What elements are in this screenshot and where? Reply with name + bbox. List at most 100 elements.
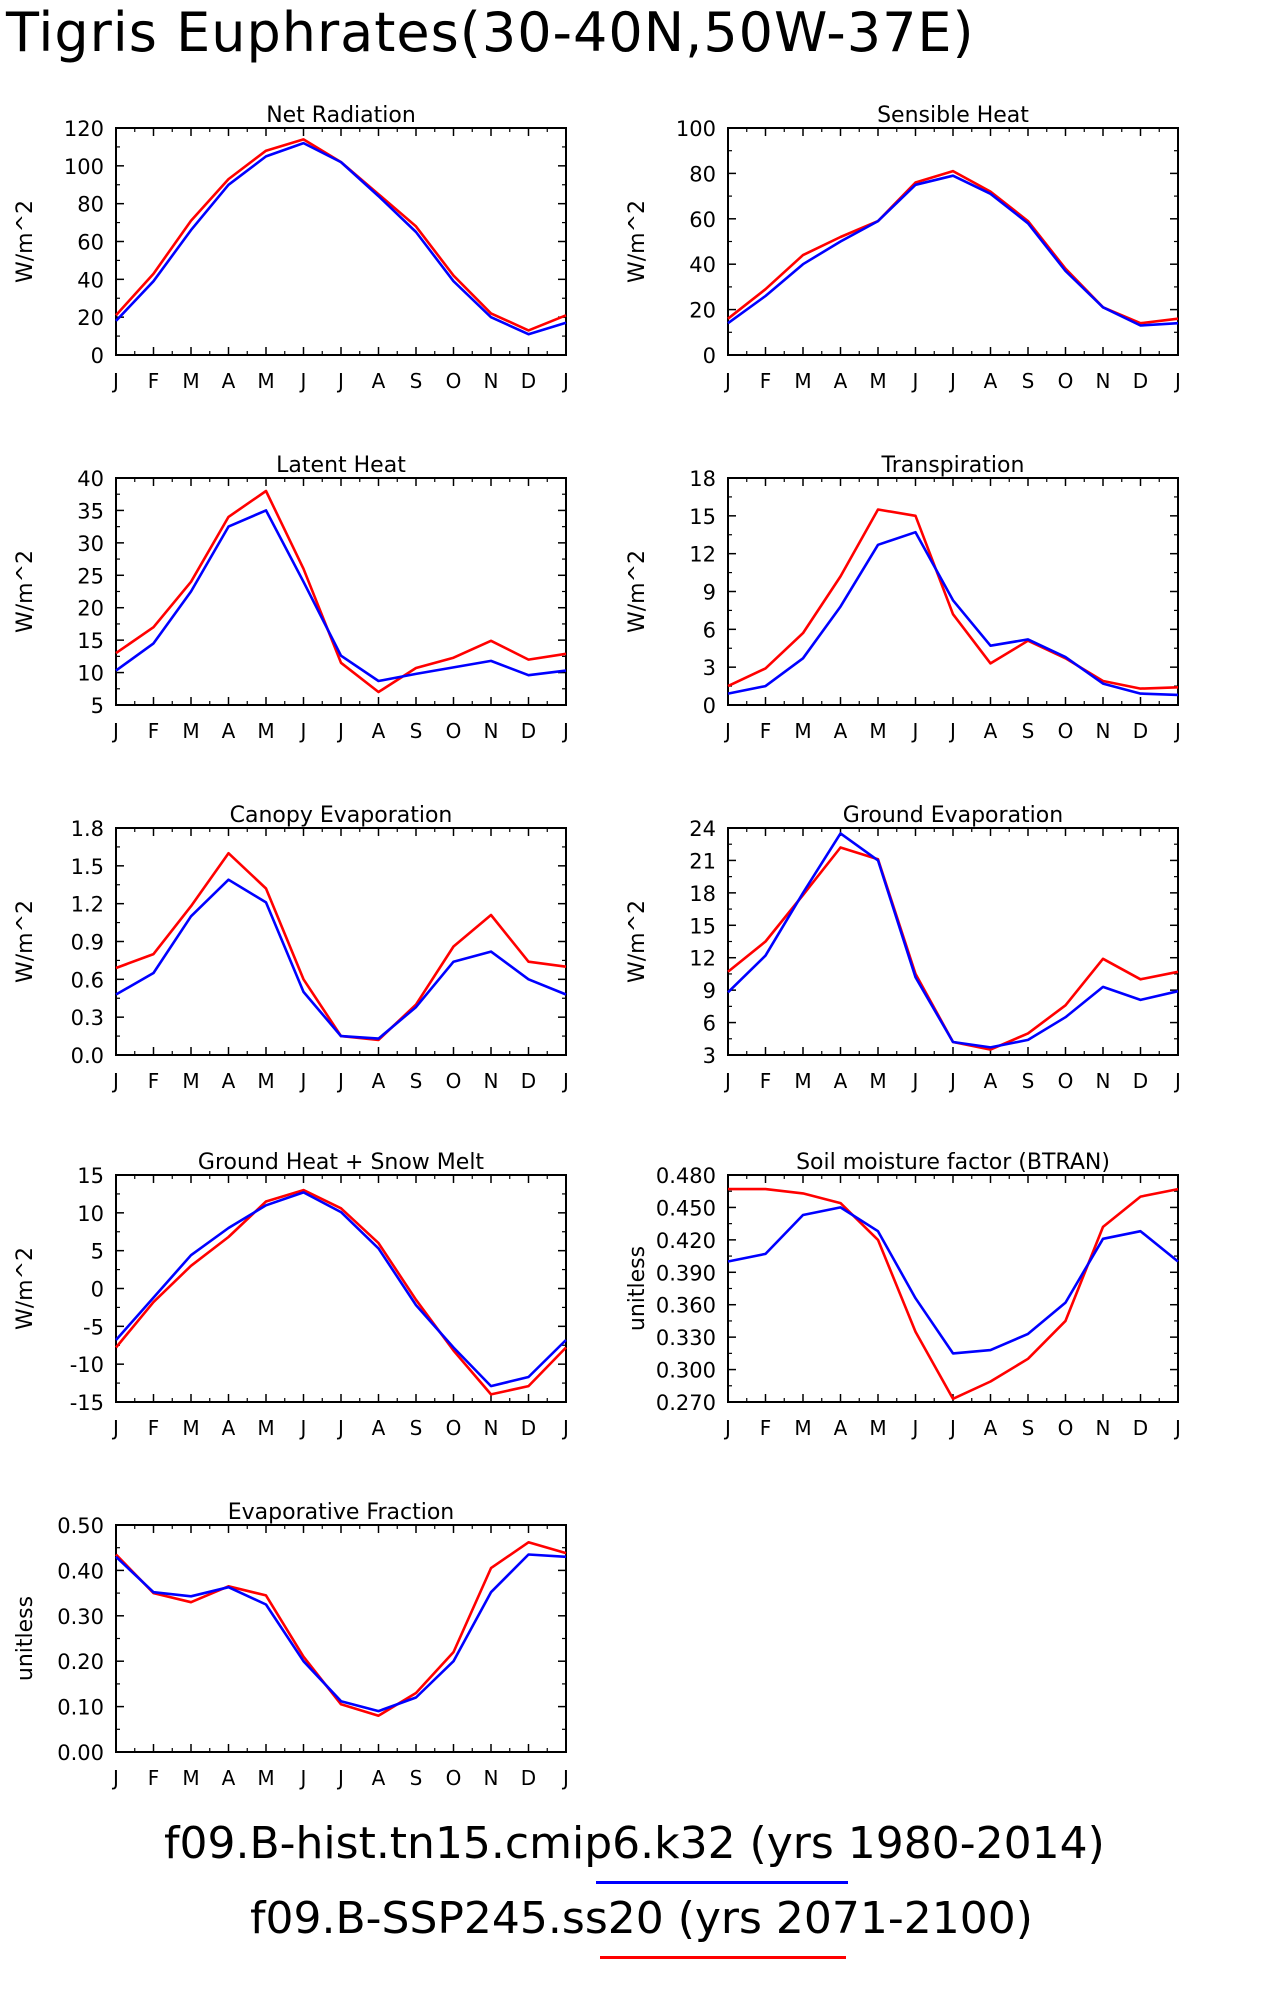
x-tick-label: A bbox=[222, 719, 236, 743]
series-line-future bbox=[727, 169, 1179, 325]
x-tick-label: J bbox=[1173, 1069, 1181, 1093]
x-tick-label: D bbox=[521, 1766, 536, 1790]
x-tick-label: M bbox=[182, 1069, 199, 1093]
y-tick-label: 25 bbox=[77, 564, 104, 588]
y-tick-label: 9 bbox=[703, 979, 716, 1003]
x-tick-label: J bbox=[1173, 369, 1181, 393]
y-tick-label: 3 bbox=[703, 656, 716, 680]
y-tick-label: 6 bbox=[703, 618, 716, 642]
x-tick-label: O bbox=[1058, 369, 1074, 393]
x-tick-label: S bbox=[410, 1766, 423, 1790]
x-tick-label: D bbox=[1133, 1069, 1148, 1093]
x-tick-label: N bbox=[484, 719, 499, 743]
x-tick-label: A bbox=[372, 1069, 386, 1093]
y-axis-label: W/m^2 bbox=[13, 200, 38, 283]
series-line-hist bbox=[727, 832, 1179, 1049]
y-tick-label: 9 bbox=[703, 581, 716, 605]
x-tick-label: N bbox=[484, 369, 499, 393]
x-tick-label: J bbox=[723, 1416, 731, 1440]
x-tick-label: A bbox=[222, 1069, 236, 1093]
series-line-hist bbox=[115, 1191, 567, 1388]
x-tick-label: J bbox=[299, 1416, 307, 1440]
x-tick-label: M bbox=[257, 719, 274, 743]
x-tick-label: J bbox=[948, 1416, 956, 1440]
y-axis-label: W/m^2 bbox=[13, 900, 38, 983]
x-tick-label: J bbox=[299, 719, 307, 743]
y-tick-label: 1.8 bbox=[71, 817, 104, 841]
x-tick-label: M bbox=[257, 369, 274, 393]
y-tick-label: 35 bbox=[77, 499, 104, 523]
x-tick-label: O bbox=[1058, 1069, 1074, 1093]
y-tick-label: 0.10 bbox=[57, 1696, 104, 1720]
y-tick-label: 24 bbox=[689, 817, 716, 841]
x-tick-label: A bbox=[222, 369, 236, 393]
x-tick-label: S bbox=[1022, 369, 1035, 393]
series-line-hist bbox=[115, 878, 567, 1040]
x-tick-label: J bbox=[336, 1069, 344, 1093]
y-tick-label: -5 bbox=[83, 1315, 104, 1339]
x-tick-label: J bbox=[299, 369, 307, 393]
x-tick-label: S bbox=[410, 1069, 423, 1093]
y-tick-label: 120 bbox=[64, 117, 104, 141]
x-tick-label: J bbox=[723, 1069, 731, 1093]
y-tick-label: 5 bbox=[91, 1240, 104, 1264]
y-tick-label: 1.5 bbox=[71, 855, 104, 879]
x-tick-label: J bbox=[911, 719, 919, 743]
x-tick-label: J bbox=[561, 719, 569, 743]
x-tick-label: M bbox=[182, 1416, 199, 1440]
y-axis-label: W/m^2 bbox=[625, 200, 650, 283]
series-line-future bbox=[115, 489, 567, 694]
chart-title: Soil moisture factor (BTRAN) bbox=[796, 1150, 1110, 1175]
series-line-future bbox=[727, 846, 1179, 1051]
x-tick-label: F bbox=[760, 1069, 772, 1093]
y-tick-label: 30 bbox=[77, 532, 104, 556]
x-tick-label: J bbox=[111, 1766, 119, 1790]
y-axis-label: unitless bbox=[625, 1246, 650, 1331]
y-tick-label: 40 bbox=[77, 467, 104, 491]
x-tick-label: O bbox=[446, 1069, 462, 1093]
y-tick-label: 10 bbox=[77, 662, 104, 686]
y-tick-label: 80 bbox=[689, 162, 716, 186]
series-line-future bbox=[728, 1187, 1179, 1401]
x-tick-label: F bbox=[760, 369, 772, 393]
x-tick-label: J bbox=[336, 369, 344, 393]
x-tick-label: F bbox=[148, 1069, 160, 1093]
y-tick-label: 20 bbox=[689, 299, 716, 323]
x-tick-label: J bbox=[336, 719, 344, 743]
x-tick-label: M bbox=[257, 1766, 274, 1790]
series-line-hist bbox=[727, 530, 1179, 697]
y-tick-label: 0.360 bbox=[656, 1294, 716, 1318]
x-tick-label: J bbox=[948, 369, 956, 393]
x-tick-label: M bbox=[182, 1766, 199, 1790]
x-tick-label: J bbox=[911, 1416, 919, 1440]
y-axis-label: W/m^2 bbox=[625, 900, 650, 983]
series-line-hist bbox=[727, 174, 1179, 327]
chart-title: Sensible Heat bbox=[877, 103, 1029, 128]
y-tick-label: 0.270 bbox=[656, 1391, 716, 1415]
y-tick-label: 0.450 bbox=[656, 1196, 716, 1220]
x-tick-label: M bbox=[182, 369, 199, 393]
series-line-future bbox=[727, 508, 1179, 690]
x-tick-label: J bbox=[111, 369, 119, 393]
x-tick-label: F bbox=[148, 1416, 160, 1440]
plot-frame bbox=[115, 1524, 567, 1753]
y-tick-label: 3 bbox=[703, 1044, 716, 1068]
y-tick-label: 0.00 bbox=[57, 1741, 104, 1765]
x-tick-label: O bbox=[1058, 1416, 1074, 1440]
x-tick-label: A bbox=[372, 719, 386, 743]
x-tick-label: D bbox=[1133, 719, 1148, 743]
y-tick-label: 0.480 bbox=[656, 1164, 716, 1188]
x-tick-label: J bbox=[1173, 719, 1181, 743]
chart-title: Evaporative Fraction bbox=[228, 1500, 454, 1525]
x-tick-label: M bbox=[869, 1069, 886, 1093]
y-tick-label: 0.50 bbox=[57, 1514, 104, 1538]
y-tick-label: 20 bbox=[77, 306, 104, 330]
y-tick-label: 0 bbox=[703, 344, 716, 368]
y-tick-label: 0.390 bbox=[656, 1261, 716, 1285]
x-tick-label: D bbox=[521, 719, 536, 743]
x-tick-label: J bbox=[911, 1069, 919, 1093]
